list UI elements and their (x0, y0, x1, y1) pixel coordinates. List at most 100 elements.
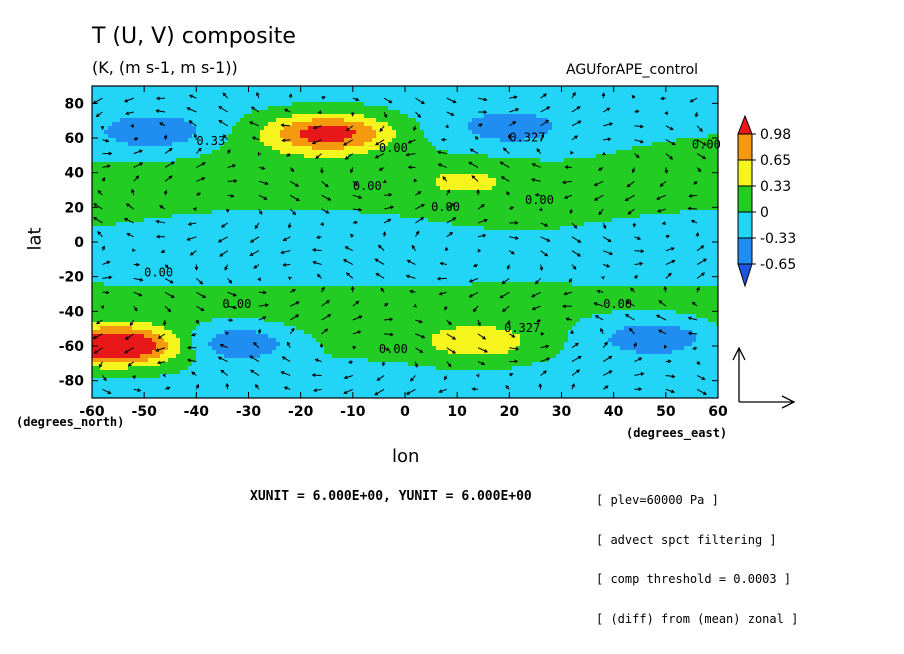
contour-cell (604, 154, 609, 159)
contour-cell (456, 142, 461, 147)
contour-cell (124, 90, 129, 95)
contour-cell (708, 202, 713, 207)
contour-cell (696, 182, 701, 187)
contour-cell (596, 106, 601, 111)
contour-cell (500, 210, 505, 215)
contour-cell (644, 134, 649, 139)
contour-cell (444, 154, 449, 159)
contour-cell (688, 118, 693, 123)
contour-cell (396, 166, 401, 171)
contour-cell (652, 186, 657, 191)
contour-cell (400, 206, 405, 211)
contour-cell (300, 158, 305, 163)
contour-cell (208, 194, 213, 199)
contour-cell (480, 150, 485, 155)
contour-cell (640, 138, 645, 143)
contour-cell (684, 118, 689, 123)
contour-cell (660, 126, 665, 131)
contour-cell (576, 146, 581, 151)
contour-cell (404, 98, 409, 103)
contour-cell (392, 186, 397, 191)
contour-cell (664, 142, 669, 147)
contour-cell (164, 106, 169, 111)
contour-cell (452, 126, 457, 131)
contour-cell (616, 126, 621, 131)
contour-cell (496, 194, 501, 199)
contour-cell (272, 130, 277, 135)
contour-cell (588, 94, 593, 99)
contour-cell (588, 202, 593, 207)
contour-cell (100, 122, 105, 127)
contour-cell (348, 178, 353, 183)
contour-cell (556, 210, 561, 215)
contour-cell (372, 110, 377, 115)
contour-cell (404, 186, 409, 191)
contour-cell (140, 198, 145, 203)
contour-cell (388, 138, 393, 143)
contour-cell (684, 142, 689, 147)
contour-cell (448, 110, 453, 115)
contour-cell (456, 114, 461, 119)
contour-cell (668, 202, 673, 207)
contour-cell (424, 138, 429, 143)
contour-cell (480, 114, 485, 119)
contour-cell (112, 102, 117, 107)
contour-cell (96, 186, 101, 191)
contour-cell (228, 210, 233, 215)
contour-cell (360, 134, 365, 139)
contour-cell (648, 126, 653, 131)
contour-cell (564, 166, 569, 171)
contour-cell (252, 118, 257, 123)
contour-cell (672, 90, 677, 95)
contour-cell (216, 146, 221, 151)
contour-cell (256, 98, 261, 103)
contour-cell (252, 210, 257, 215)
contour-cell (668, 122, 673, 127)
contour-cell (696, 186, 701, 191)
contour-cell (524, 130, 529, 135)
contour-cell (624, 130, 629, 135)
contour-cell (312, 134, 317, 139)
contour-cell (452, 142, 457, 147)
contour-cell (468, 206, 473, 211)
contour-cell (368, 110, 373, 115)
contour-cell (528, 114, 533, 119)
contour-cell (556, 142, 561, 147)
contour-cell (528, 190, 533, 195)
contour-cell (596, 154, 601, 159)
contour-cell (276, 118, 281, 123)
contour-cell (384, 190, 389, 195)
contour-cell (640, 198, 645, 203)
contour-cell (292, 190, 297, 195)
contour-cell (388, 102, 393, 107)
contour-cell (140, 102, 145, 107)
contour-cell (520, 210, 525, 215)
contour-cell (372, 198, 377, 203)
contour-cell (328, 122, 333, 127)
contour-cell (588, 86, 593, 91)
contour-cell (324, 190, 329, 195)
contour-cell (604, 90, 609, 95)
contour-cell (392, 154, 397, 159)
contour-cell (252, 206, 257, 211)
contour-cell (700, 202, 705, 207)
contour-cell (640, 142, 645, 147)
contour-cell (384, 198, 389, 203)
contour-cell (348, 182, 353, 187)
contour-cell (136, 118, 141, 123)
contour-cell (352, 122, 357, 127)
contour-cell (596, 206, 601, 211)
contour-cell (436, 178, 441, 183)
contour-cell (108, 194, 113, 199)
contour-cell (504, 94, 509, 99)
contour-cell (600, 162, 605, 167)
contour-cell (532, 98, 537, 103)
contour-cell (584, 146, 589, 151)
contour-cell (116, 182, 121, 187)
contour-cell (600, 150, 605, 155)
contour-cell (312, 202, 317, 207)
contour-cell (476, 150, 481, 155)
contour-cell (504, 134, 509, 139)
contour-cell (444, 162, 449, 167)
contour-cell (152, 178, 157, 183)
